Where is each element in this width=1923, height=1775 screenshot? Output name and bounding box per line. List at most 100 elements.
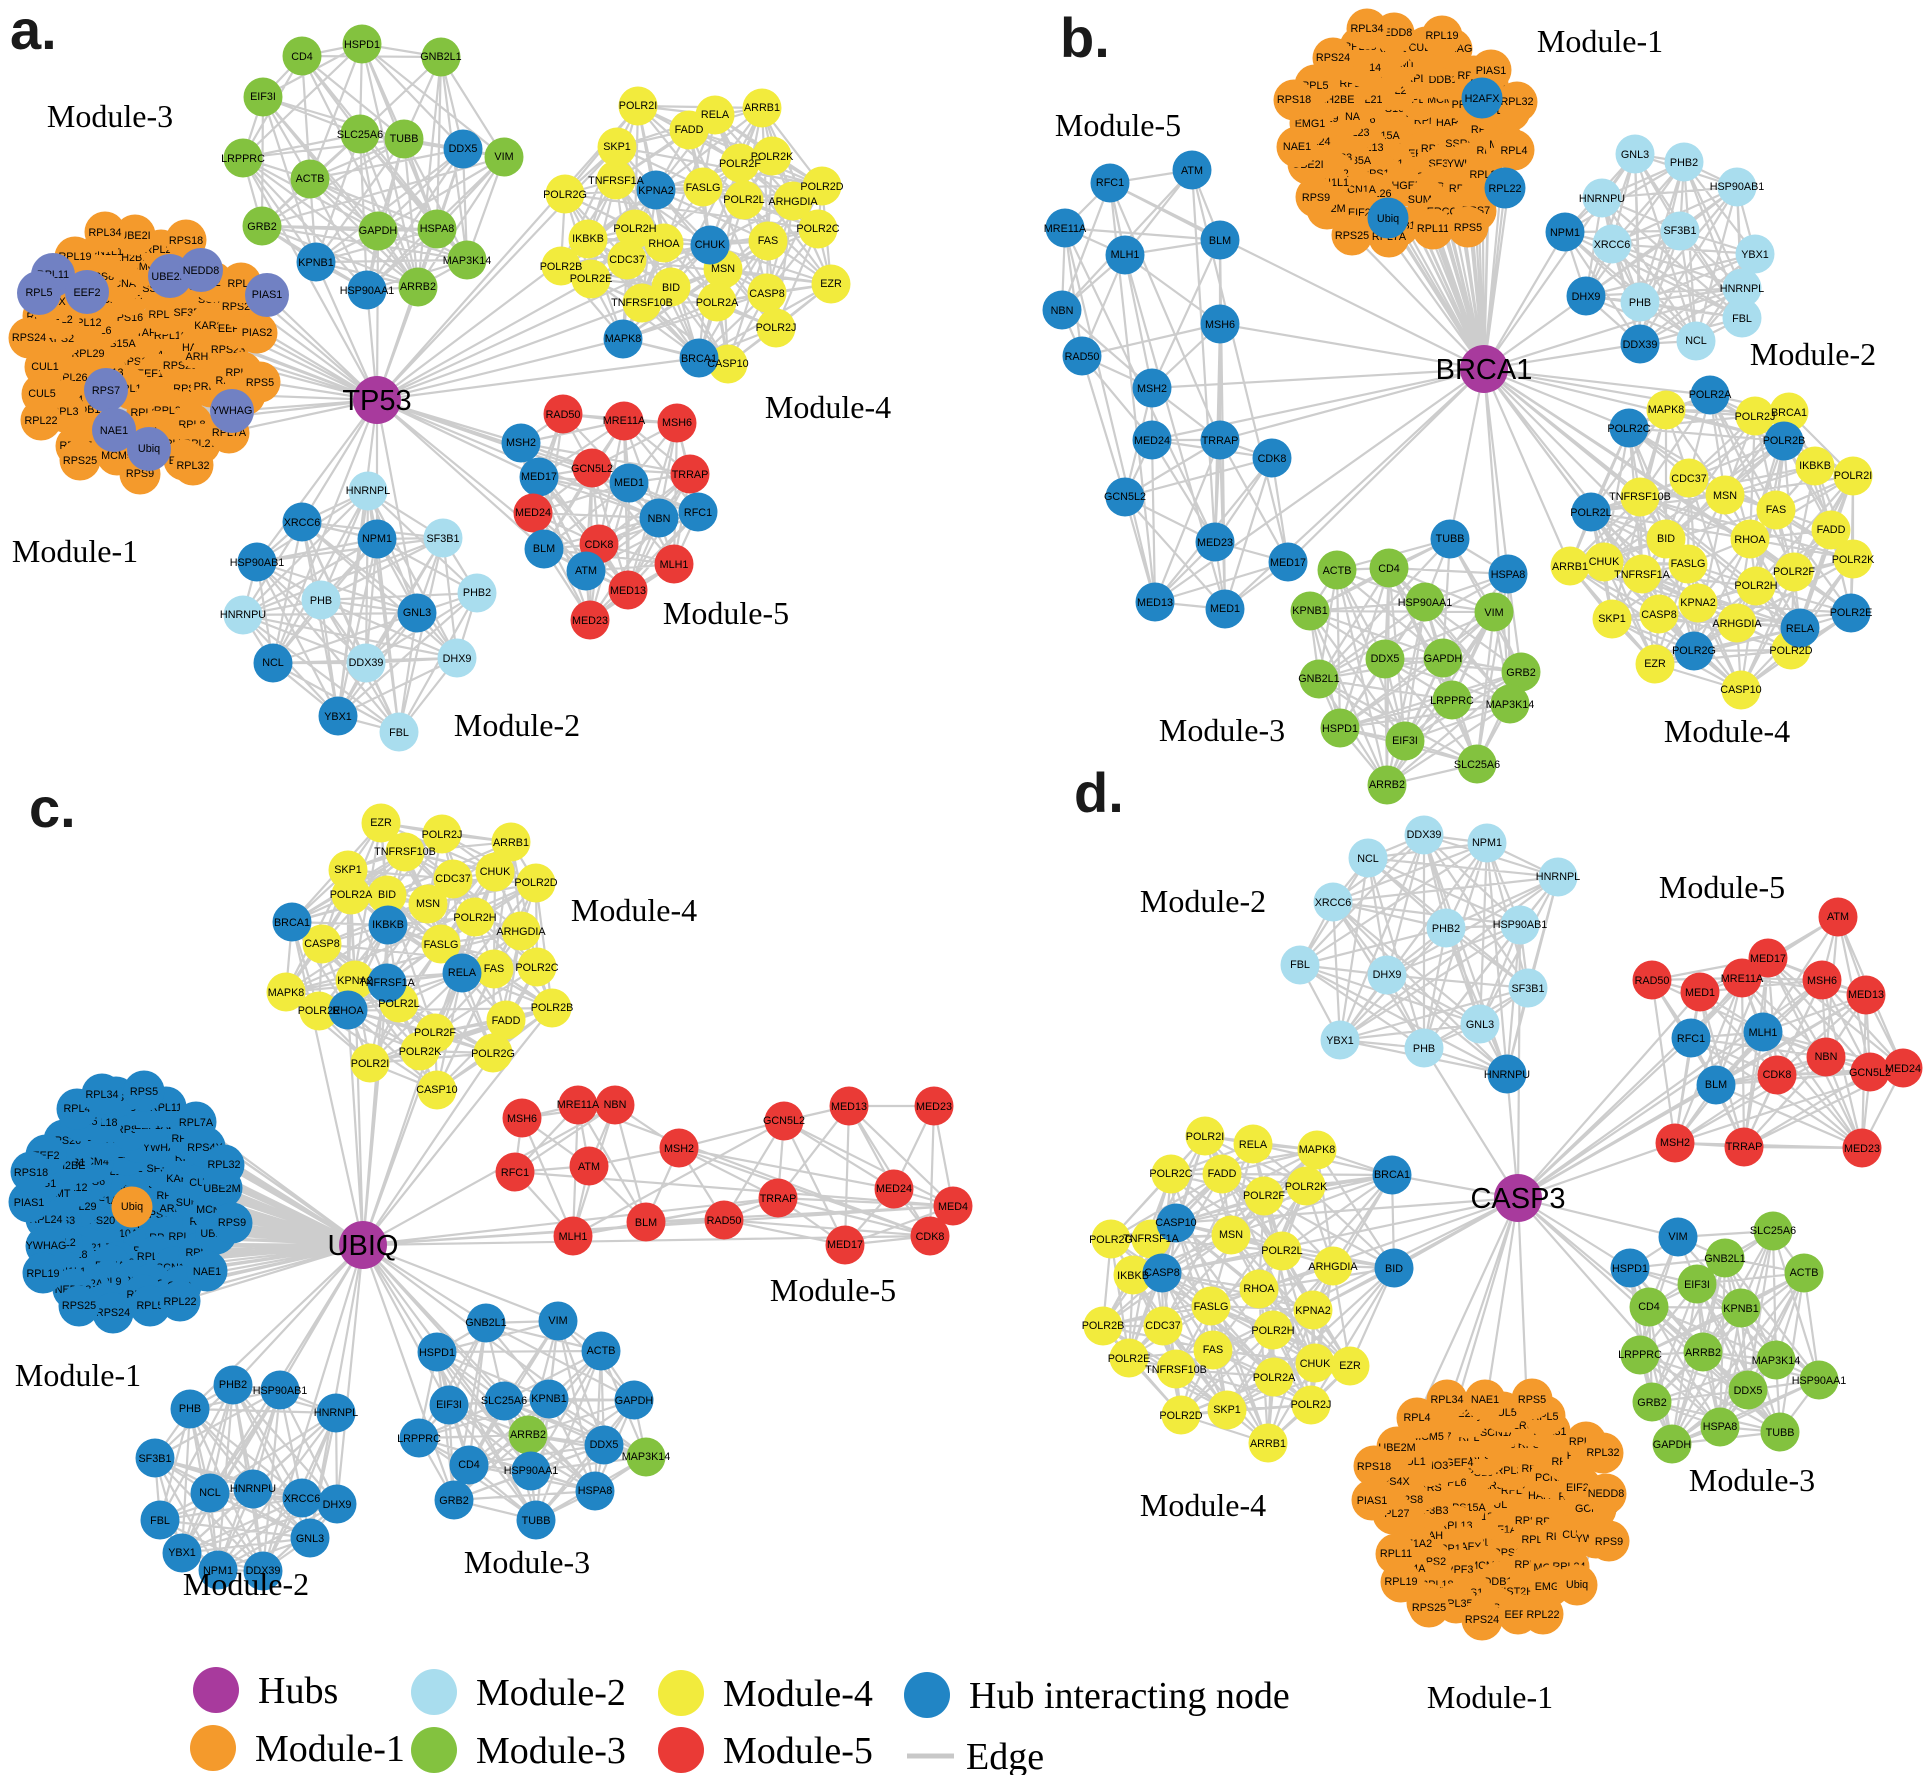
svg-text:Module-3: Module-3	[1159, 712, 1285, 748]
svg-text:POLR2L: POLR2L	[378, 998, 419, 1010]
svg-text:POLR2I: POLR2I	[1186, 1131, 1224, 1143]
svg-text:POLR2C: POLR2C	[1607, 423, 1650, 435]
svg-text:TRRAP: TRRAP	[1202, 435, 1239, 447]
svg-text:GNB2L1: GNB2L1	[1704, 1253, 1745, 1265]
svg-text:TNFRSF1A: TNFRSF1A	[1123, 1233, 1180, 1245]
svg-text:TUBB: TUBB	[522, 1515, 551, 1527]
svg-text:Module-5: Module-5	[770, 1272, 896, 1308]
svg-text:Edge: Edge	[966, 1736, 1044, 1775]
svg-text:ARHGDIA: ARHGDIA	[1712, 618, 1762, 630]
svg-text:GCN5L2: GCN5L2	[1849, 1067, 1891, 1079]
svg-text:IKBKB: IKBKB	[1799, 460, 1831, 472]
svg-text:NCL: NCL	[199, 1487, 221, 1499]
svg-text:TNFRSF1A: TNFRSF1A	[359, 977, 416, 989]
svg-text:MED13: MED13	[831, 1101, 867, 1113]
svg-text:CD4: CD4	[291, 51, 313, 63]
svg-text:RPL22: RPL22	[1526, 1609, 1559, 1621]
svg-text:MSH2: MSH2	[1137, 383, 1167, 395]
svg-text:RPL11: RPL11	[1417, 223, 1449, 235]
svg-text:RPL7A: RPL7A	[179, 1117, 214, 1129]
svg-text:UBE2M: UBE2M	[203, 1183, 240, 1195]
svg-text:MED23: MED23	[1197, 537, 1233, 549]
svg-text:EIF3I: EIF3I	[1392, 735, 1418, 747]
svg-text:ARRB1: ARRB1	[744, 102, 780, 114]
svg-text:HSP90AA1: HSP90AA1	[1398, 597, 1453, 609]
svg-text:RFC1: RFC1	[1677, 1033, 1705, 1045]
svg-text:POLR2D: POLR2D	[1159, 1410, 1202, 1422]
svg-text:MAP3K14: MAP3K14	[1752, 1355, 1801, 1367]
svg-text:POLR2G: POLR2G	[543, 189, 587, 201]
svg-text:RPS5: RPS5	[1518, 1394, 1546, 1406]
svg-text:GRB2: GRB2	[1637, 1397, 1666, 1409]
svg-text:TP53: TP53	[342, 385, 411, 417]
svg-text:Module-4: Module-4	[1664, 713, 1790, 749]
svg-text:TRRAP: TRRAP	[1726, 1141, 1763, 1153]
svg-text:MSH6: MSH6	[1807, 975, 1837, 987]
svg-text:BRCA1: BRCA1	[1374, 1169, 1410, 1181]
svg-text:POLR2K: POLR2K	[751, 151, 794, 163]
svg-text:Module-4: Module-4	[571, 892, 697, 928]
svg-text:HSP90AB1: HSP90AB1	[1493, 919, 1548, 931]
svg-text:RPL34: RPL34	[85, 1089, 118, 1101]
svg-text:POLR2H: POLR2H	[613, 223, 656, 235]
svg-text:POLR2D: POLR2D	[1769, 645, 1812, 657]
svg-text:SKP1: SKP1	[334, 864, 362, 876]
svg-text:EZR: EZR	[1339, 1360, 1361, 1372]
svg-text:Hubs: Hubs	[258, 1670, 338, 1712]
svg-text:CASP8: CASP8	[304, 938, 339, 950]
svg-text:RPS24: RPS24	[1465, 1614, 1499, 1626]
svg-text:IKBKB: IKBKB	[1117, 1270, 1149, 1282]
svg-text:ATM: ATM	[1827, 911, 1849, 923]
svg-text:YBX1: YBX1	[324, 711, 352, 723]
svg-text:BRCA1: BRCA1	[1436, 354, 1533, 386]
svg-text:DHX9: DHX9	[1373, 969, 1402, 981]
svg-text:GNL3: GNL3	[403, 607, 431, 619]
svg-text:DHX9: DHX9	[443, 653, 472, 665]
svg-text:EZR: EZR	[1644, 658, 1666, 670]
svg-text:NPM1: NPM1	[362, 533, 392, 545]
svg-text:CASP10: CASP10	[1155, 1217, 1196, 1229]
svg-text:TNFRSF1A: TNFRSF1A	[588, 175, 645, 187]
svg-text:FADD: FADD	[492, 1015, 521, 1027]
svg-text:RPS25: RPS25	[63, 455, 97, 467]
svg-text:RPL34: RPL34	[1430, 1394, 1463, 1406]
svg-text:MED1: MED1	[1210, 603, 1240, 615]
svg-text:TRRAP: TRRAP	[672, 469, 709, 481]
svg-text:BLM: BLM	[1705, 1079, 1727, 1091]
svg-text:RHOA: RHOA	[1243, 1283, 1275, 1295]
svg-text:CASP10: CASP10	[707, 358, 748, 370]
svg-text:KPNA2: KPNA2	[337, 975, 372, 987]
svg-text:MED1: MED1	[614, 477, 644, 489]
svg-text:RHOA: RHOA	[648, 238, 680, 250]
svg-text:POLR2J: POLR2J	[422, 829, 463, 841]
svg-text:MSN: MSN	[1219, 1229, 1243, 1241]
svg-text:Ubiq: Ubiq	[1566, 1579, 1588, 1591]
svg-text:b.: b.	[1060, 6, 1110, 69]
svg-text:RPL19: RPL19	[1384, 1576, 1417, 1588]
svg-text:POLR2J: POLR2J	[1291, 1399, 1332, 1411]
svg-text:H2AFX: H2AFX	[1465, 93, 1500, 105]
svg-text:BLM: BLM	[533, 543, 555, 555]
svg-text:Ubiq: Ubiq	[121, 1201, 143, 1213]
svg-text:RAD50: RAD50	[1065, 351, 1100, 363]
svg-text:GAPDH: GAPDH	[615, 1395, 653, 1407]
svg-text:ARRB2: ARRB2	[1369, 779, 1405, 791]
svg-text:KPNA2: KPNA2	[1680, 597, 1715, 609]
svg-text:KPNB1: KPNB1	[298, 257, 333, 269]
svg-text:HSP90AB1: HSP90AB1	[230, 557, 285, 569]
svg-text:FBL: FBL	[389, 727, 409, 739]
svg-text:MSH2: MSH2	[506, 437, 536, 449]
svg-text:UBIQ: UBIQ	[328, 1230, 399, 1262]
svg-text:HSPA8: HSPA8	[1491, 569, 1526, 581]
svg-text:POLR2E: POLR2E	[570, 273, 613, 285]
svg-text:MED13: MED13	[610, 585, 646, 597]
svg-text:RELA: RELA	[1786, 623, 1815, 635]
svg-text:FAS: FAS	[1203, 1344, 1223, 1356]
svg-text:MED13: MED13	[1848, 989, 1884, 1001]
svg-text:MED23: MED23	[916, 1101, 952, 1113]
svg-text:UBE2M: UBE2M	[151, 271, 188, 283]
svg-text:Module-3: Module-3	[1689, 1462, 1815, 1498]
svg-text:MLH1: MLH1	[660, 559, 689, 571]
svg-text:RHOA: RHOA	[1734, 534, 1766, 546]
svg-text:MAPK8: MAPK8	[268, 987, 305, 999]
